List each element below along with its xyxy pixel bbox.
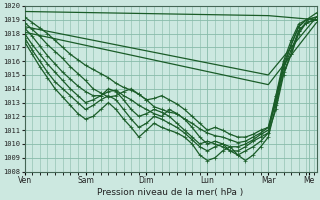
X-axis label: Pression niveau de la mer( hPa ): Pression niveau de la mer( hPa ) <box>98 188 244 197</box>
